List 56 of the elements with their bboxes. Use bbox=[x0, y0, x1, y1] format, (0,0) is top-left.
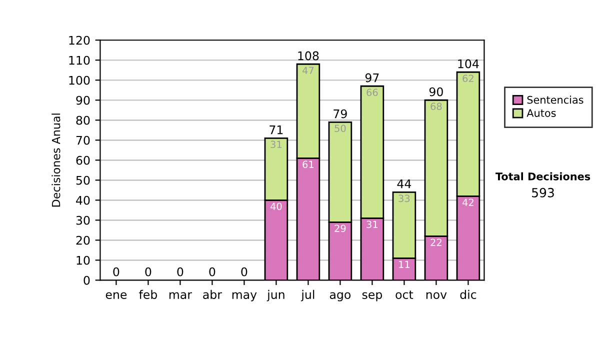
total-label: 0 bbox=[241, 267, 248, 276]
y-tick-label: 20 bbox=[76, 236, 90, 245]
data-label: 47 bbox=[302, 66, 314, 74]
x-tick-label: sep bbox=[362, 292, 382, 302]
legend-label: Sentencias bbox=[527, 96, 584, 104]
x-tick-label: jun bbox=[266, 290, 284, 302]
legend-label: Autos bbox=[526, 109, 556, 117]
data-label: 29 bbox=[334, 224, 346, 232]
total-label: 0 bbox=[113, 267, 120, 276]
x-tick-label: mar bbox=[169, 292, 192, 300]
x-tick-label: feb bbox=[139, 290, 158, 300]
y-tick-label: 70 bbox=[76, 136, 90, 145]
data-label: 50 bbox=[334, 124, 346, 132]
x-tick-label: ene bbox=[106, 292, 127, 300]
y-tick-label: 80 bbox=[76, 116, 90, 125]
text: 593 bbox=[532, 188, 554, 198]
data-label: 61 bbox=[302, 160, 314, 168]
data-label: 42 bbox=[462, 198, 474, 206]
x-tick-label: ago bbox=[330, 292, 351, 302]
y-tick-label: 60 bbox=[76, 156, 90, 165]
x-tick-label: dic bbox=[460, 290, 476, 300]
text: Total Decisiones bbox=[495, 172, 590, 180]
y-tick-label: 100 bbox=[69, 76, 90, 85]
y-tick-label: 90 bbox=[76, 96, 90, 105]
y-tick-label: 30 bbox=[76, 216, 90, 225]
total-label: 71 bbox=[270, 125, 283, 134]
data-label: 22 bbox=[430, 238, 442, 246]
total-label: 0 bbox=[145, 267, 152, 276]
y-tick-label: 10 bbox=[76, 256, 90, 265]
y-tick-label: 110 bbox=[69, 56, 90, 65]
x-tick-label: may bbox=[232, 292, 257, 302]
x-tick-label: jul bbox=[300, 290, 314, 302]
total-label: 108 bbox=[298, 51, 319, 60]
data-label: 62 bbox=[462, 74, 474, 82]
total-label: 0 bbox=[209, 267, 216, 276]
total-label: 97 bbox=[365, 73, 379, 82]
data-label: 40 bbox=[270, 202, 282, 210]
x-tick-label: nov bbox=[426, 292, 447, 300]
x-tick-label: abr bbox=[203, 290, 222, 300]
y-tick-label: 0 bbox=[84, 276, 90, 285]
total-label: 79 bbox=[334, 109, 347, 118]
x-tick-label: oct bbox=[396, 290, 414, 300]
data-label: 68 bbox=[430, 102, 442, 110]
data-label: 11 bbox=[399, 260, 410, 268]
data-label: 33 bbox=[398, 194, 410, 202]
data-label: 31 bbox=[366, 220, 378, 228]
data-label: 66 bbox=[366, 88, 378, 96]
y-axis-title: Decisiones Anual bbox=[52, 114, 60, 207]
data-label: 31 bbox=[270, 140, 282, 148]
y-tick-label: 50 bbox=[76, 176, 90, 185]
total-label: 90 bbox=[429, 87, 443, 96]
total-label: 44 bbox=[397, 179, 412, 188]
total-label: 0 bbox=[177, 267, 184, 276]
y-tick-label: 120 bbox=[69, 36, 90, 45]
y-tick-label: 40 bbox=[76, 196, 90, 205]
total-label: 104 bbox=[458, 59, 479, 68]
